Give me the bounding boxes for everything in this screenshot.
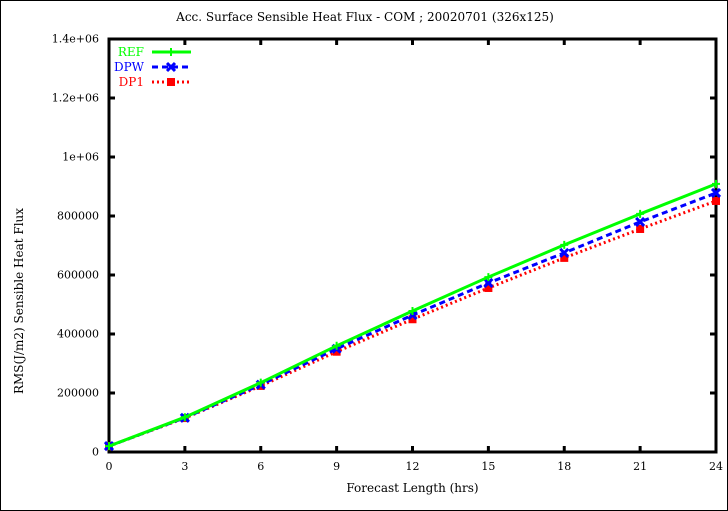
y-tick-label: 1.4e+06: [51, 32, 99, 46]
axes-border: [107, 37, 718, 454]
ref-marker: [712, 179, 720, 188]
ref-marker: [484, 273, 493, 282]
ref-marker: [180, 413, 189, 422]
dpw-marker: [165, 61, 177, 73]
x-tick-label: 24: [709, 460, 723, 473]
ref-marker: [256, 378, 265, 387]
dpw-marker: [710, 187, 722, 199]
ref-marker: [105, 442, 113, 451]
ref-marker: [332, 341, 341, 350]
dp1-marker: [408, 315, 417, 324]
ref-marker: [560, 240, 569, 249]
ref-marker: [167, 48, 175, 56]
chart-title: Acc. Surface Sensible Heat Flux - COM ; …: [176, 10, 554, 24]
y-tick-label: 0: [92, 445, 99, 459]
x-tick-label: 0: [105, 460, 113, 473]
x-tick-label: 6: [257, 460, 265, 473]
y-tick-label: 600000: [57, 268, 99, 282]
x-axis-label: Forecast Length (hrs): [346, 481, 479, 495]
y-tick-label: 800000: [57, 209, 99, 223]
dp1-marker: [484, 283, 493, 292]
dp1-marker: [560, 253, 569, 262]
dp1-marker: [167, 78, 175, 86]
dp1-line: [108, 199, 717, 448]
x-tick-label: 9: [333, 460, 341, 473]
x-tick-label: 3: [181, 460, 189, 473]
dp1-marker: [636, 224, 645, 233]
dp1-marker: [332, 347, 341, 356]
x-tick-label: 12: [405, 460, 420, 473]
x-tick-label: 21: [633, 460, 648, 473]
y-tick-label: 1e+06: [62, 150, 99, 164]
dpw-marker: [483, 277, 494, 289]
dpw-marker: [559, 247, 570, 258]
ref-marker: [636, 209, 645, 218]
dpw-marker: [635, 216, 646, 227]
x-tick-label: 15: [481, 460, 496, 473]
legend-label-ref: REF: [117, 45, 144, 59]
y-axis-label: RMS(J/m2) Sensible Heat Flux: [12, 207, 26, 395]
legend-label-dp1: DP1: [118, 75, 144, 89]
dp1-marker: [712, 196, 720, 205]
x-tick-label: 18: [557, 460, 572, 473]
ref-marker: [408, 306, 417, 315]
y-tick-label: 200000: [57, 386, 99, 400]
legend-label-dpw: DPW: [113, 60, 144, 74]
y-tick-label: 400000: [57, 327, 99, 341]
y-tick-label: 1.2e+06: [51, 91, 99, 105]
